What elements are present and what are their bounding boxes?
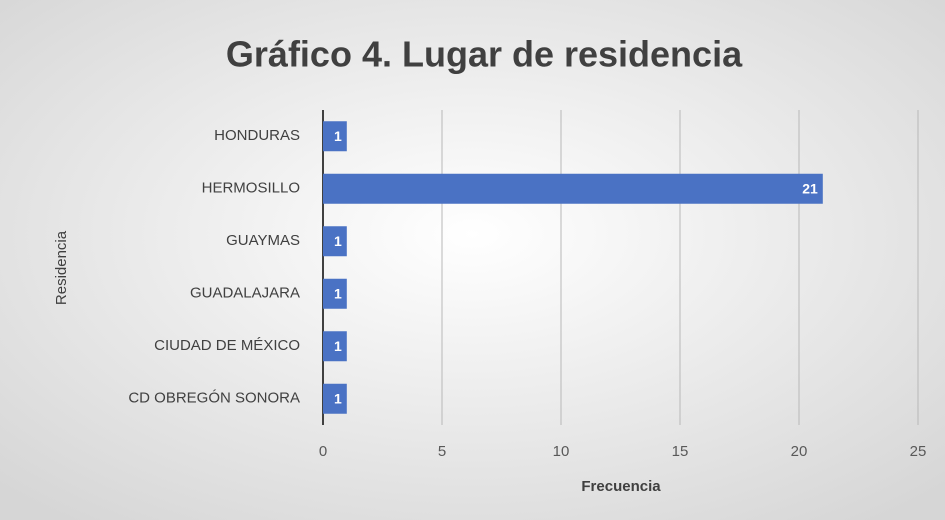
y-axis-label: Residencia — [53, 230, 70, 305]
x-axis-label: Frecuencia — [581, 478, 661, 495]
x-tick-label: 15 — [672, 443, 689, 460]
bar — [323, 226, 347, 257]
data-label: 21 — [802, 180, 818, 196]
y-tick-label: GUADALAJARA — [190, 285, 300, 302]
bar — [323, 383, 347, 414]
data-label: 1 — [334, 128, 342, 144]
data-label: 1 — [334, 233, 342, 249]
y-tick-label: GUAYMAS — [226, 232, 300, 249]
data-label: 1 — [334, 285, 342, 301]
x-tick-label: 20 — [791, 443, 808, 460]
x-tick-label: 25 — [910, 443, 927, 460]
x-tick-label: 0 — [319, 443, 327, 460]
y-tick-label: CIUDAD DE MÉXICO — [154, 337, 300, 354]
y-tick-label: CD OBREGÓN SONORA — [128, 390, 300, 407]
data-label: 1 — [334, 338, 342, 354]
x-tick-label: 5 — [438, 443, 446, 460]
x-tick-label: 10 — [553, 443, 570, 460]
bar — [323, 121, 347, 152]
bar — [323, 331, 347, 362]
y-tick-label: HERMOSILLO — [202, 180, 300, 197]
chart-title: Gráfico 4. Lugar de residencia — [226, 34, 743, 75]
bar — [323, 278, 347, 309]
bar — [323, 173, 823, 204]
y-tick-label: HONDURAS — [214, 127, 300, 144]
data-label: 1 — [334, 390, 342, 406]
